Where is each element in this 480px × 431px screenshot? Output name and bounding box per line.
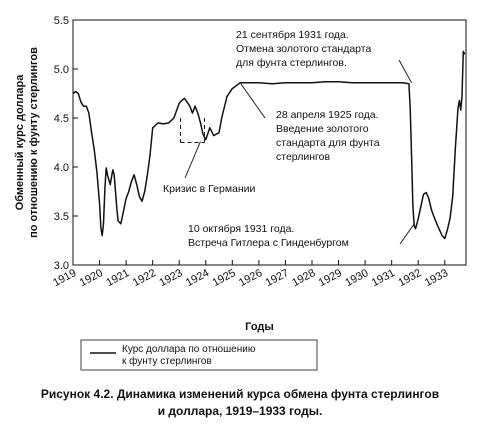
legend: Курс доллара по отношению к фунту стерли… [80,339,318,371]
x-tick-label: 1926 [237,267,264,289]
x-tick-label: 1921 [104,267,131,289]
legend-label-line-1: Курс доллара по отношению [122,344,256,355]
series-line-0 [72,50,466,240]
y-tick-label: 3.0 [54,260,69,272]
annotation-3-line-1: Встреча Гитлера с Гинденбургом [188,237,349,249]
x-tick-label: 1933 [423,267,450,289]
x-tick-label: 1927 [264,267,291,289]
annotation-2-leader [184,141,201,179]
caption-line-2: и доллара, 1919–1933 годы. [157,404,323,418]
y-tick-label: 4.0 [54,162,69,174]
annotation-0-line-1: Отмена золотого стандарта [236,43,371,55]
x-tick-label: 1931 [370,267,397,289]
series-layer [72,50,466,240]
x-tick-label: 1922 [131,267,158,289]
x-tick-label: 1929 [317,267,344,289]
x-axis-ticks: 1919 1920 1921 1922 1923 1924 1925 1926 1927 1928… [51,260,450,289]
annotation-3-line-0: 10 октября 1931 года. [188,223,294,235]
x-tick-label: 1920 [78,267,105,289]
annotation-2-line-0: Кризис в Германии [163,183,256,195]
annotation-1-line-2: стандарта для фунта [276,137,380,149]
x-tick-label: 1924 [184,267,211,289]
annotation-1-line-0: 28 апреля 1925 года. [276,109,379,121]
caption-line-1: Рисунок 4.2. Динамика изменений курса об… [40,387,440,401]
annotation-1-line-1: Введение золотого [276,123,369,135]
y-tick-label: 5.5 [54,15,69,27]
figure-caption: Рисунок 4.2. Динамика изменений курса об… [8,386,472,420]
y-axis-label-line-2: по отношению к фунту стерлингов [28,47,40,238]
annotation-0-leader [398,59,412,83]
y-tick-label: 4.5 [54,113,69,125]
x-axis-label: Годы [245,321,274,333]
x-tick-label: 1925 [210,267,237,289]
annotation-1-leader [240,83,266,119]
x-tick-label: 1928 [290,267,317,289]
y-tick-label: 5.0 [54,64,69,76]
annotation-0-line-0: 21 сентября 1931 года. [236,29,349,41]
axes [72,19,467,266]
x-tick-label: 1932 [396,267,423,289]
annotations: 21 сентября 1931 года. Отмена золотого ст… [163,29,415,249]
x-tick-label: 1923 [157,267,184,289]
crisis-marker [180,118,205,143]
y-tick-label: 3.5 [54,211,69,223]
legend-label-line-2: к фунту стерлингов [122,355,212,367]
plot-frame [72,19,467,266]
y-axis-ticks: 3.0 3.5 4.0 4.5 5.0 5.5 [54,15,78,272]
y-axis-label-line-1: Обменный курс доллара [14,74,26,211]
annotation-1-line-3: стерлингов [276,151,330,163]
x-tick-label: 1930 [343,267,370,289]
annotation-0-line-2: для фунта стерлингов. [236,57,347,69]
annotation-3-leader [399,223,415,245]
legend-box [80,339,318,371]
